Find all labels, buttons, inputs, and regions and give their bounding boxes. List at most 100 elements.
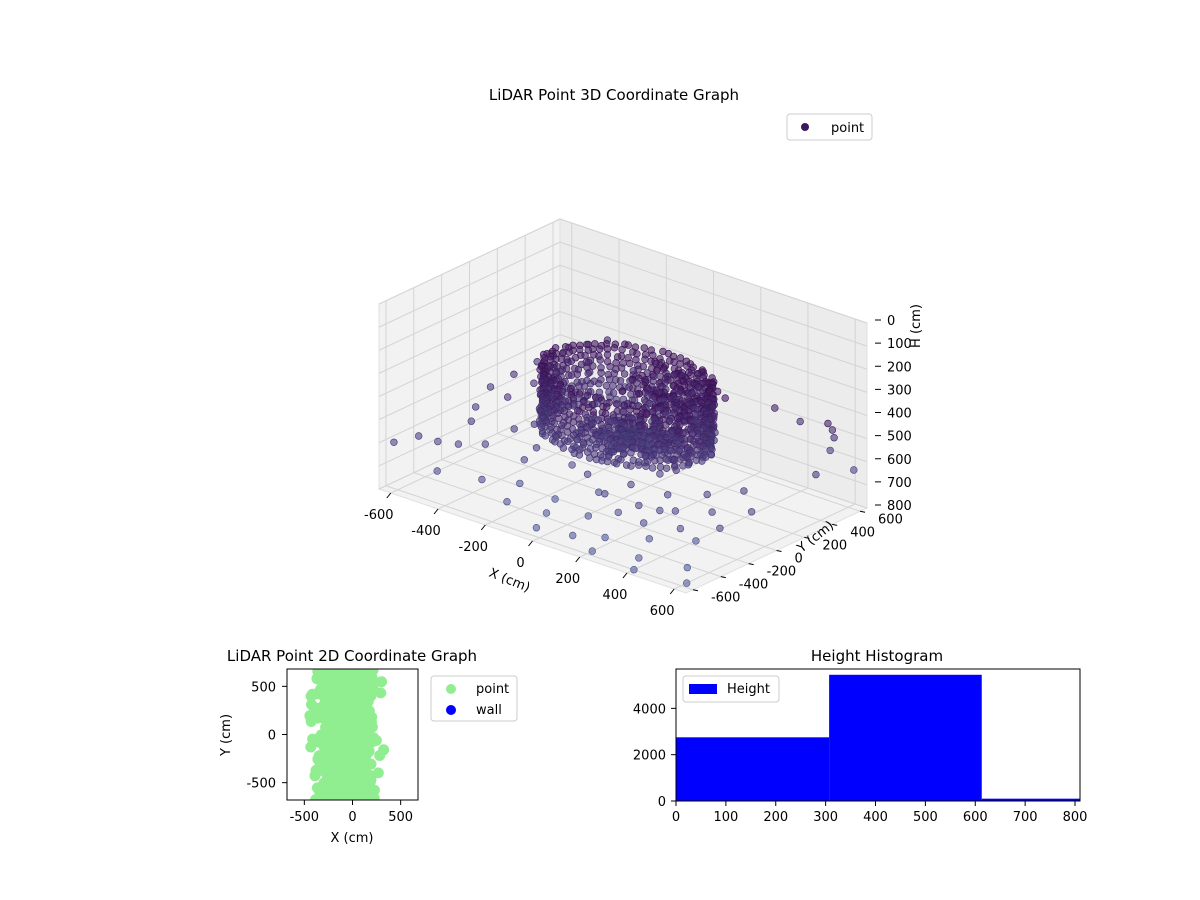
plot2d-ytick-label: 500 <box>251 680 276 695</box>
plot3d-data-point <box>618 345 626 354</box>
plot3d-data-point <box>595 488 603 496</box>
plot3d-data-point <box>620 450 628 458</box>
hist-ytick-label: 4000 <box>633 702 666 717</box>
plot3d-data-point <box>434 437 442 446</box>
plot3d-ztick-label: 500 <box>887 430 912 445</box>
plot2d-point-marker <box>334 742 346 754</box>
plot3d-data-point <box>585 454 594 462</box>
plot3d-data-point <box>559 444 568 452</box>
plot3d-data-point <box>390 438 398 446</box>
plot3d-data-point <box>721 394 729 402</box>
plot3d-data-point <box>555 414 563 423</box>
plot3d-gridline <box>378 311 561 397</box>
plot3d-data-point <box>824 419 832 428</box>
plot2d-point-marker <box>365 758 377 770</box>
plot2d-point-marker <box>376 676 387 688</box>
plot2d-point-marker <box>340 696 352 707</box>
plot2d-point-marker <box>312 702 323 714</box>
plot3d-data-point <box>467 417 475 425</box>
hist-xtick-label: 0 <box>672 810 680 825</box>
plot3d-data-point <box>812 470 820 479</box>
plot2d-point-marker <box>366 682 378 694</box>
plot3d-data-point <box>627 480 635 489</box>
plot2d-point-marker <box>341 722 353 734</box>
plot3d-data-point <box>454 440 463 448</box>
plot3d-ytick-label: -400 <box>739 578 769 593</box>
plot3d-xtick <box>622 572 628 579</box>
plot2d-point-marker <box>325 748 336 760</box>
plot3d-data-point <box>583 470 592 478</box>
plot2d-point-marker <box>332 790 344 800</box>
hist-title: Height Histogram <box>811 647 943 665</box>
plot3d-data-point <box>596 345 604 353</box>
plot2d-point-marker <box>323 783 335 795</box>
plot3d-data-point <box>703 490 711 499</box>
plot3d-data-point <box>641 355 649 363</box>
plot3d-data-point <box>627 462 635 470</box>
plot3d-data-point <box>630 565 638 574</box>
plot3d-data-point <box>601 533 609 542</box>
plot2d-ylabel: Y (cm) <box>219 714 234 757</box>
plot3d-xtick-label: 0 <box>516 556 524 571</box>
plot3d-xtick-label: 400 <box>603 588 628 603</box>
plot3d-data-point <box>520 456 528 464</box>
plot3d-ytick-label: -200 <box>767 565 797 580</box>
plot3d-data-point <box>597 369 605 377</box>
plot2d-point-marker <box>345 793 357 800</box>
plot3d-data-point <box>575 407 583 416</box>
plot3d-data-point <box>826 446 834 455</box>
plot2d-point-marker <box>318 691 330 703</box>
plot3d-data-point <box>740 487 748 495</box>
plot3d-data-point <box>609 382 617 390</box>
plot3d-data-point <box>415 432 423 440</box>
plot2d-point-marker <box>356 758 368 770</box>
plot2d-point-marker <box>305 716 317 727</box>
lidar-2d-plot: LiDAR Point 2D Coordinate Graph -500 0 500… <box>219 647 518 846</box>
plot2d-points <box>304 669 390 800</box>
plot3d-data-point <box>656 470 664 478</box>
plot2d-point-marker <box>313 762 325 774</box>
plot3d-data-point <box>830 434 838 442</box>
plot3d-data-point <box>679 462 687 470</box>
hist-legend-box <box>682 675 780 703</box>
plot3d-data-point <box>625 359 634 368</box>
plot2d-point-marker <box>366 711 378 723</box>
plot3d-ytick <box>748 563 754 566</box>
plot3d-gridline <box>559 264 868 370</box>
plot3d-data-point <box>575 451 584 459</box>
plot3d-ztick-label: 700 <box>887 476 912 491</box>
plot3d-legend-box <box>786 113 873 141</box>
plot3d-data-point <box>564 437 572 446</box>
plot3d-ytick-label: 400 <box>850 525 875 540</box>
plot3d-ztick-label: 0 <box>887 314 895 329</box>
plot3d-data-point <box>603 457 612 466</box>
plot3d-data-point <box>635 501 643 510</box>
plot3d-data-point <box>568 531 577 540</box>
plot3d-data-point <box>542 509 551 517</box>
plot3d-data-point <box>503 498 511 506</box>
plot3d-data-point <box>614 400 622 408</box>
plot2d-xtick-label: 0 <box>348 810 356 825</box>
hist-bar <box>981 798 1080 801</box>
plot2d-point-marker <box>339 751 350 762</box>
plot3d-xtick-label: -600 <box>364 508 394 523</box>
plot3d-data-point <box>663 491 672 499</box>
plot2d-point-marker <box>362 695 374 707</box>
plot3d-data-point <box>532 523 541 532</box>
plot3d-gridline <box>378 218 561 305</box>
plot2d-point-marker <box>320 709 332 721</box>
plot3d-data-point <box>651 456 659 465</box>
plot3d-data-point <box>510 425 518 433</box>
plot3d-gridline <box>441 459 749 565</box>
plot3d-ytick <box>720 576 726 579</box>
plot3d-data-point <box>662 464 671 472</box>
plot3d-data-point <box>671 507 680 515</box>
plot3d-ytick-label: -600 <box>711 591 741 606</box>
plot3d-data-point <box>771 404 779 412</box>
plot3d-gridline <box>378 287 561 374</box>
plot3d-data-point <box>614 508 622 517</box>
plot3d-data-point <box>682 579 691 587</box>
plot3d-data-point <box>601 490 609 498</box>
plot3d-data-point <box>716 524 724 532</box>
plot3d-data-point <box>692 537 700 545</box>
